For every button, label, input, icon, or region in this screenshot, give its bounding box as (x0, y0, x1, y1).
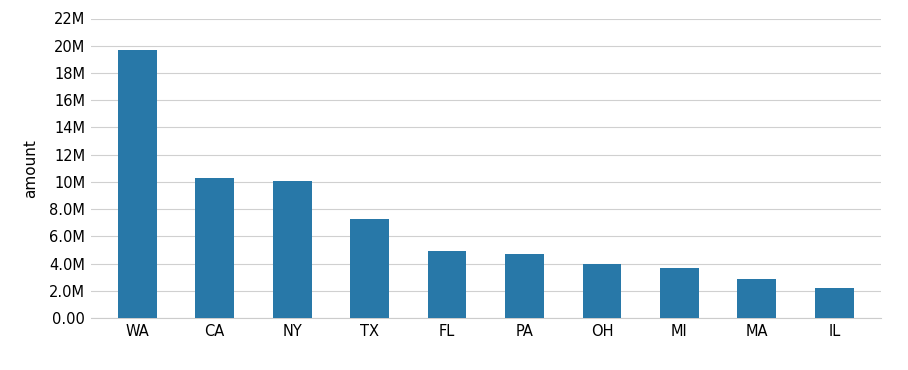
Bar (583, 265, 621, 318)
Bar (505, 254, 544, 318)
Bar (272, 181, 311, 318)
Bar (195, 178, 234, 318)
Bar (118, 50, 157, 318)
Bar (737, 279, 776, 318)
Bar (428, 251, 467, 318)
Y-axis label: amount: amount (23, 139, 38, 198)
Bar (815, 287, 854, 318)
Bar (350, 219, 389, 318)
Bar (660, 268, 699, 318)
